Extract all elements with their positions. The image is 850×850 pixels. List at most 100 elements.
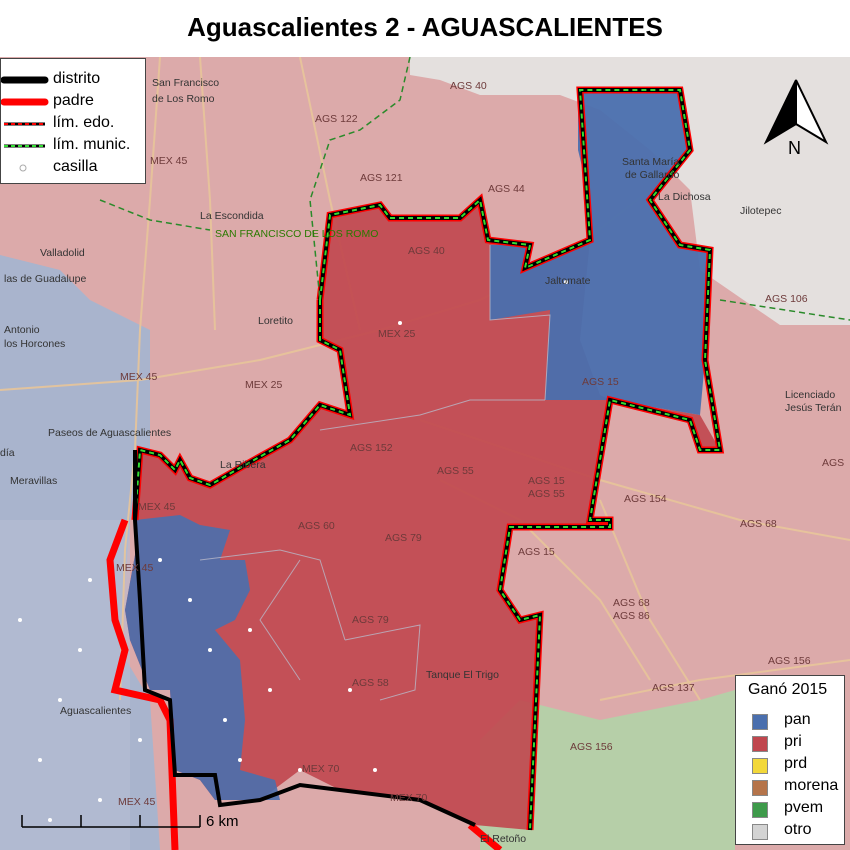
place-labels: San Francisco de Los Romo Santa María de… [0, 77, 842, 845]
place-label: Jilotepec [740, 205, 781, 217]
road-label: AGS 60 [298, 520, 335, 532]
place-label: Meravillas [10, 475, 57, 487]
district-pan-west [125, 515, 280, 800]
place-label: Paseos de Aguascalientes [48, 427, 171, 439]
place-label: los Horcones [4, 338, 65, 350]
north-label: N [788, 138, 801, 158]
place-label: La Dichosa [658, 191, 711, 203]
road-label: AGS 121 [360, 172, 403, 184]
legend-label: lím. edo. [53, 114, 115, 131]
legend-row-lim-edo: lím. edo. [1, 113, 147, 135]
road-label: AGS 58 [352, 677, 389, 689]
place-label: Valladolid [40, 247, 85, 259]
place-label: San Francisco [152, 77, 219, 89]
legend-row-lim-munic: lím. munic. [1, 135, 147, 157]
place-label: de Los Romo [152, 93, 215, 105]
municipal-boundaries [99, 57, 850, 321]
distrito-boundary-south [133, 450, 476, 827]
casilla-points [18, 280, 568, 822]
legend-item-pan: pan [752, 710, 844, 732]
party-legend: Ganó 2015 pan pri prd morena pvem otro [735, 675, 845, 845]
scale-bar: 6 km [21, 813, 239, 830]
municipality-label: SAN FRANCISCO DE LOS ROMO [215, 228, 378, 240]
road-label: AGS 156 [570, 741, 613, 753]
region-pvem-south [480, 690, 735, 850]
road-label: AGS 55 [528, 488, 565, 500]
legend-swatch [752, 780, 768, 796]
road-label: MEX 45 [150, 155, 188, 167]
road-label: MEX 70 [302, 763, 340, 775]
road-label: AGS 106 [765, 293, 808, 305]
legend-item-pri: pri [752, 732, 844, 754]
place-label: Santa María [622, 156, 679, 168]
road-label: AGS 79 [385, 532, 422, 544]
section-lines [199, 245, 551, 701]
place-label: La Escondida [200, 210, 264, 222]
padre-line [106, 518, 179, 850]
place-label: Aguascalientes [60, 705, 131, 717]
legend-swatch [752, 758, 768, 774]
legend-label: pvem [784, 799, 824, 816]
road-label: AGS 40 [408, 245, 445, 257]
legend-swatch [752, 736, 768, 752]
place-label: Jesús Terán [785, 402, 842, 414]
road-label: AGS 137 [652, 682, 695, 694]
legend-row-casilla: casilla [1, 157, 147, 179]
place-label: Loretito [258, 315, 293, 327]
scale-bar-label: 6 km [206, 813, 239, 830]
line-legend: distrito padre lím. edo. lím. munic. cas… [0, 58, 146, 184]
road-label: AGS 55 [437, 465, 474, 477]
road-label: MEX 70 [390, 792, 428, 804]
region-otro-northeast [410, 57, 850, 325]
road-label: AGS 15 [528, 475, 565, 487]
place-label: día [0, 447, 15, 459]
road-label: MEX 45 [120, 371, 158, 383]
road-label: AGS [822, 457, 844, 469]
legend-swatch [752, 714, 768, 730]
legend-label: prd [784, 755, 808, 772]
legend-item-otro: otro [752, 820, 844, 842]
district-pan-northeast [490, 90, 710, 415]
map-title: Aguascalientes 2 - AGUASCALIENTES [187, 12, 663, 42]
road-label: AGS 68 [740, 518, 777, 530]
legend-item-morena: morena [752, 776, 844, 798]
road-label: AGS 15 [582, 376, 619, 388]
legend-swatch [752, 824, 768, 840]
legend-row-padre: padre [1, 91, 147, 113]
road-label: AGS 44 [488, 183, 525, 195]
road-label: AGS 154 [624, 493, 667, 505]
road-label: AGS 68 [613, 597, 650, 609]
place-label: las de Guadalupe [4, 273, 86, 285]
road-label: AGS 79 [352, 614, 389, 626]
legend-label: padre [53, 92, 94, 109]
road-labels: AGS 40 AGS 122 MEX 45 AGS 121 AGS 44 AGS… [116, 80, 844, 808]
place-label: La Ribera [220, 459, 266, 471]
legend-label: casilla [53, 158, 98, 175]
road-label: AGS 15 [518, 546, 555, 558]
legend-item-pvem: pvem [752, 798, 844, 820]
legend-label: lím. munic. [53, 136, 131, 153]
road-label: MEX 45 [116, 562, 154, 574]
legend-label: pri [784, 733, 802, 750]
legend-row-distrito: distrito [1, 69, 147, 91]
place-label: Tanque El Trigo [426, 669, 499, 681]
legend-label: morena [784, 777, 839, 794]
place-label: El Retoño [480, 833, 526, 845]
legend-label: otro [784, 821, 812, 838]
legend-label: distrito [53, 70, 101, 87]
north-arrow: N [760, 78, 832, 158]
road-label: AGS 40 [450, 80, 487, 92]
place-label: Licenciado [785, 389, 835, 401]
road-label: AGS 156 [768, 655, 811, 667]
road-label: AGS 122 [315, 113, 358, 125]
road-label: MEX 45 [118, 796, 156, 808]
legend-item-prd: prd [752, 754, 844, 776]
road-label: AGS 152 [350, 442, 393, 454]
legend-swatch [752, 802, 768, 818]
map-area[interactable]: AGS 40 AGS 122 MEX 45 AGS 121 AGS 44 AGS… [0, 57, 850, 850]
place-label: de Gallardo [625, 169, 679, 181]
place-label: Jaltomate [545, 275, 591, 287]
road-label: MEX 25 [378, 328, 416, 340]
road-label: MEX 25 [245, 379, 283, 391]
legend-label: pan [784, 711, 811, 728]
